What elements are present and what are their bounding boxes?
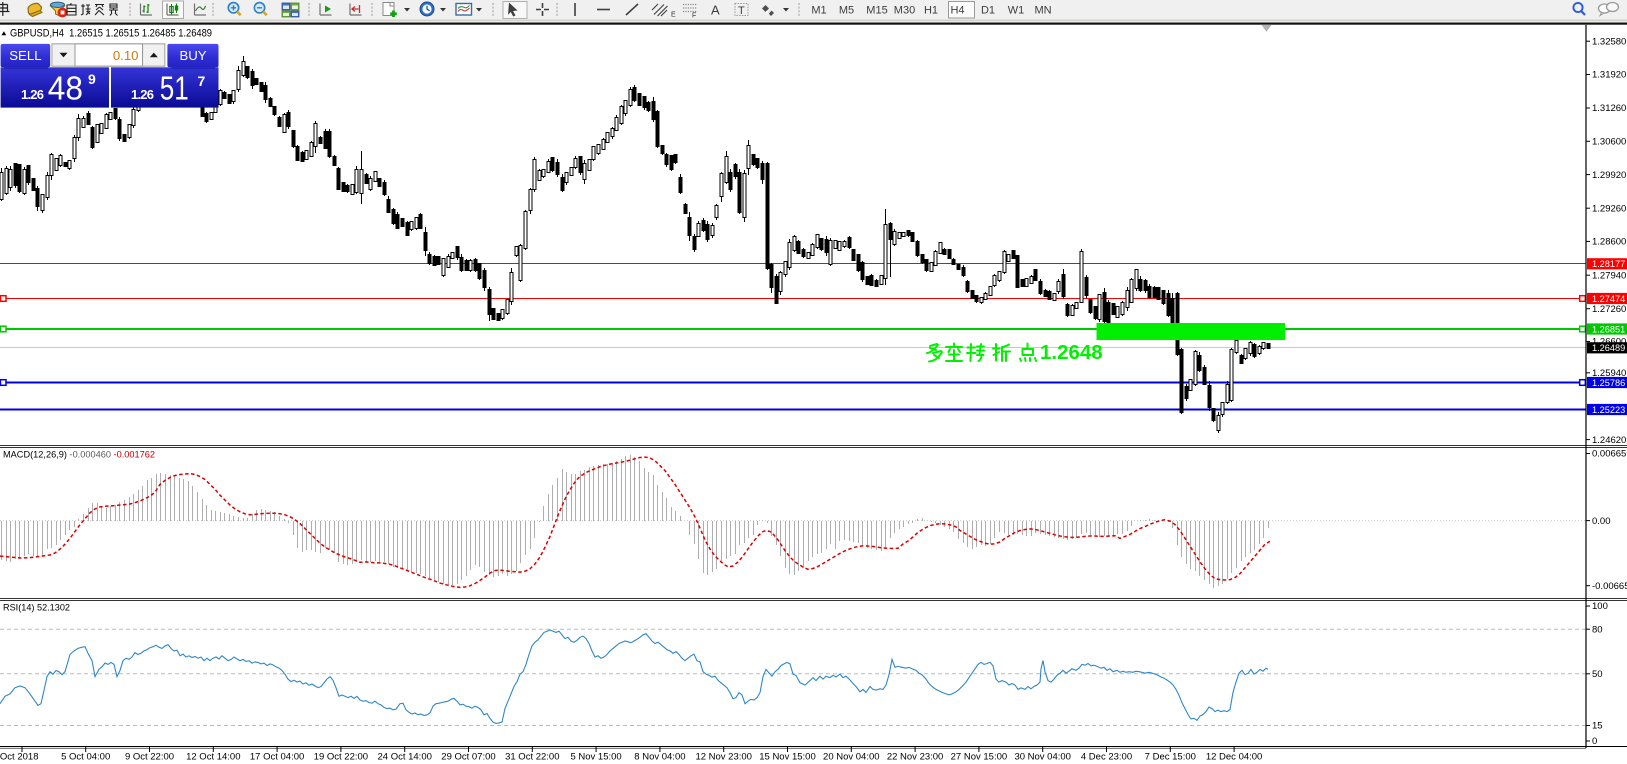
svg-text:100: 100 — [1592, 601, 1608, 612]
svg-text:1.26: 1.26 — [131, 87, 154, 102]
svg-text:F: F — [692, 13, 696, 20]
svg-text:1.24620: 1.24620 — [1592, 435, 1626, 446]
svg-text:MN: MN — [1034, 4, 1051, 16]
svg-text:T: T — [738, 5, 745, 17]
svg-text:9: 9 — [88, 71, 96, 87]
svg-text:27 Nov 15:00: 27 Nov 15:00 — [951, 752, 1008, 763]
svg-text:20 Nov 04:00: 20 Nov 04:00 — [823, 752, 880, 763]
svg-text:8 Nov 04:00: 8 Nov 04:00 — [634, 752, 685, 763]
svg-text:12 Nov 23:00: 12 Nov 23:00 — [695, 752, 752, 763]
svg-text:1.26489: 1.26489 — [1592, 343, 1625, 353]
svg-text:12 Oct 14:00: 12 Oct 14:00 — [186, 752, 240, 763]
svg-text:1.26851: 1.26851 — [1592, 324, 1625, 334]
svg-text:29 Oct 07:00: 29 Oct 07:00 — [441, 752, 495, 763]
svg-text:E: E — [671, 12, 676, 19]
svg-text:1.31920: 1.31920 — [1592, 70, 1626, 81]
svg-text:51: 51 — [160, 69, 189, 106]
svg-text:5 Oct 04:00: 5 Oct 04:00 — [61, 752, 110, 763]
svg-text:15: 15 — [1592, 721, 1603, 732]
svg-text:22 Nov 23:00: 22 Nov 23:00 — [887, 752, 944, 763]
svg-text:H1: H1 — [924, 4, 938, 16]
svg-text:7: 7 — [198, 73, 206, 89]
svg-text:12 Dec 04:00: 12 Dec 04:00 — [1206, 752, 1263, 763]
svg-text:1.30600: 1.30600 — [1592, 137, 1626, 148]
svg-text:7 Dec 15:00: 7 Dec 15:00 — [1145, 752, 1196, 763]
svg-text:31 Oct 22:00: 31 Oct 22:00 — [505, 752, 559, 763]
svg-text:MACD(12,26,9) -0.000460 -0.001: MACD(12,26,9) -0.000460 -0.001762 — [3, 450, 155, 461]
svg-text:9 Oct 22:00: 9 Oct 22:00 — [125, 752, 174, 763]
svg-text:W1: W1 — [1008, 4, 1025, 16]
svg-text:5 Nov 15:00: 5 Nov 15:00 — [570, 752, 621, 763]
svg-text:BUY: BUY — [179, 48, 206, 63]
svg-text:80: 80 — [1592, 624, 1603, 635]
svg-text:-0.006659: -0.006659 — [1592, 581, 1627, 592]
svg-text:17 Oct 04:00: 17 Oct 04:00 — [250, 752, 304, 763]
svg-text:H4: H4 — [950, 4, 964, 16]
svg-text:1.28177: 1.28177 — [1592, 259, 1625, 269]
svg-text:50: 50 — [1592, 669, 1603, 680]
svg-text:0: 0 — [1592, 736, 1597, 747]
svg-text:1.25223: 1.25223 — [1592, 405, 1625, 415]
svg-text:4 Dec 23:00: 4 Dec 23:00 — [1081, 752, 1132, 763]
svg-text:1.25786: 1.25786 — [1592, 378, 1625, 388]
svg-text:24 Oct 14:00: 24 Oct 14:00 — [377, 752, 431, 763]
svg-text:1.32580: 1.32580 — [1592, 36, 1626, 47]
svg-text:1.27260: 1.27260 — [1592, 304, 1626, 315]
svg-text:RSI(14) 52.1302: RSI(14) 52.1302 — [3, 603, 70, 614]
svg-text:1.26: 1.26 — [21, 87, 44, 102]
svg-text:1.29260: 1.29260 — [1592, 203, 1626, 214]
svg-text:30 Nov 04:00: 30 Nov 04:00 — [1014, 752, 1071, 763]
svg-text:15 Nov 15:00: 15 Nov 15:00 — [759, 752, 816, 763]
svg-text:SELL: SELL — [9, 48, 41, 63]
svg-text:0.10: 0.10 — [113, 48, 139, 63]
svg-text:0.00: 0.00 — [1592, 516, 1611, 527]
svg-text:D1: D1 — [981, 4, 995, 16]
svg-text:1 Oct 2018: 1 Oct 2018 — [0, 752, 38, 763]
svg-text:1.27474: 1.27474 — [1592, 294, 1625, 304]
svg-text:A: A — [711, 3, 720, 18]
svg-text:19 Oct 22:00: 19 Oct 22:00 — [314, 752, 368, 763]
svg-text:1.29920: 1.29920 — [1592, 170, 1626, 181]
svg-text:M15: M15 — [866, 4, 887, 16]
svg-text:M5: M5 — [839, 4, 854, 16]
svg-text:48: 48 — [48, 69, 83, 106]
svg-text:1.31260: 1.31260 — [1592, 103, 1626, 114]
svg-text:1.25940: 1.25940 — [1592, 368, 1626, 379]
svg-text:0.006659: 0.006659 — [1592, 449, 1627, 460]
svg-text:M1: M1 — [811, 4, 826, 16]
svg-text:1.27940: 1.27940 — [1592, 270, 1626, 281]
svg-text:M30: M30 — [894, 4, 915, 16]
svg-text:GBPUSD,H4 1.26515 1.26515 1.2: GBPUSD,H4 1.26515 1.26515 1.26485 1.2648… — [10, 27, 212, 39]
svg-text:1.28600: 1.28600 — [1592, 237, 1626, 248]
svg-text:1.2648: 1.2648 — [1040, 341, 1103, 364]
